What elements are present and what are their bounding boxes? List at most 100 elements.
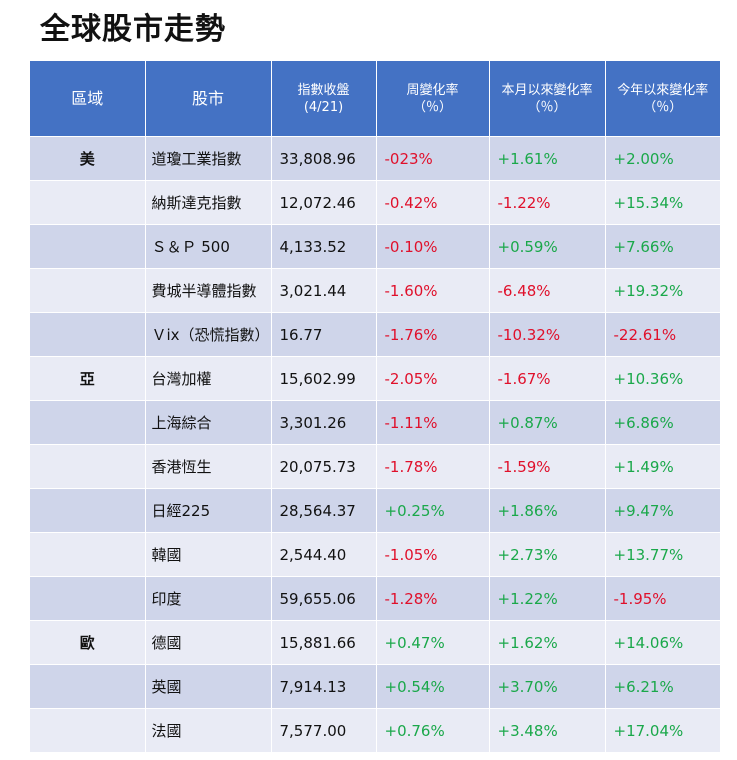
ytd-change-cell: -1.95% [605,576,720,621]
week-change-cell: +0.47% [376,620,490,665]
header-index-close: 指數收盤 (4/21) [271,61,377,137]
header-month-change: 本月以來變化率 （％） [489,61,606,137]
ytd-change-cell: +9.47% [605,488,720,533]
region-cell [30,532,146,577]
header-month-unit: （％） [527,99,567,115]
index-close-cell: 20,075.73 [271,444,377,489]
region-cell [30,312,146,357]
month-change-cell: +3.70% [489,664,606,709]
market-name-cell: 韓國 [145,532,272,577]
index-close-cell: 3,301.26 [271,400,377,445]
region-cell [30,576,146,621]
index-close-cell: 15,602.99 [271,356,377,401]
market-name-cell: 日經225 [145,488,272,533]
market-name-cell: 法國 [145,708,272,752]
header-index-label: 指數收盤 [297,82,350,98]
index-close-cell: 3,021.44 [271,268,377,313]
week-change-cell: -1.28% [376,576,490,621]
ytd-change-cell: +19.32% [605,268,720,313]
week-change-cell: -1.60% [376,268,490,313]
header-market: 股市 [145,61,272,137]
market-name-cell: 納斯達克指數 [145,180,272,225]
page-title: 全球股市走勢 [40,12,226,47]
ytd-change-cell: +17.04% [605,708,720,752]
week-change-cell: -1.11% [376,400,490,445]
region-cell [30,708,146,752]
table-row: 日經225 28,564.37 +0.25% +1.86% +9.47% [30,488,720,533]
table-row: 上海綜合 3,301.26 -1.11% +0.87% +6.86% [30,400,720,445]
ytd-change-cell: +14.06% [605,620,720,665]
index-close-cell: 12,072.46 [271,180,377,225]
header-ytd-change: 今年以來變化率 （％） [605,61,720,137]
ytd-change-cell: +10.36% [605,356,720,401]
market-name-cell: Ｓ＆Ｐ 500 [145,224,272,269]
market-name-cell: 費城半導體指數 [145,268,272,313]
week-change-cell: -1.05% [376,532,490,577]
region-cell [30,224,146,269]
month-change-cell: +2.73% [489,532,606,577]
table-row: 美道瓊工業指數 33,808.96 -023% +1.61% +2.00% [30,136,720,181]
month-change-cell: -1.67% [489,356,606,401]
month-change-cell: -1.59% [489,444,606,489]
header-ytd-label: 今年以來變化率 [617,82,709,98]
month-change-cell: +3.48% [489,708,606,752]
month-change-cell: -10.32% [489,312,606,357]
ytd-change-cell: +6.86% [605,400,720,445]
region-cell [30,444,146,489]
region-cell [30,664,146,709]
header-index-date: (4/21) [303,99,344,115]
table-row: 費城半導體指數 3,021.44 -1.60% -6.48% +19.32% [30,268,720,313]
week-change-cell: -023% [376,136,490,181]
header-month-label: 本月以來變化率 [501,82,593,98]
market-name-cell: 德國 [145,620,272,665]
week-change-cell: -0.42% [376,180,490,225]
table-row: 韓國 2,544.40 -1.05% +2.73% +13.77% [30,532,720,577]
market-name-cell: 台灣加權 [145,356,272,401]
header-week-change: 周變化率 （％） [376,61,490,137]
ytd-change-cell: +15.34% [605,180,720,225]
market-name-cell: 香港恆生 [145,444,272,489]
week-change-cell: -1.78% [376,444,490,489]
month-change-cell: +0.59% [489,224,606,269]
ytd-change-cell: +2.00% [605,136,720,181]
table-row: Ｖix（恐慌指數） 16.77 -1.76% -10.32% -22.61% [30,312,720,357]
market-name-cell: Ｖix（恐慌指數） [145,312,272,357]
table-row: Ｓ＆Ｐ 500 4,133.52 -0.10% +0.59% +7.66% [30,224,720,269]
index-close-cell: 15,881.66 [271,620,377,665]
region-cell [30,400,146,445]
market-name-cell: 道瓊工業指數 [145,136,272,181]
table-row: 法國 7,577.00 +0.76% +3.48% +17.04% [30,708,720,752]
ytd-change-cell: +13.77% [605,532,720,577]
index-close-cell: 28,564.37 [271,488,377,533]
month-change-cell: +1.61% [489,136,606,181]
month-change-cell: -1.22% [489,180,606,225]
week-change-cell: -0.10% [376,224,490,269]
index-close-cell: 59,655.06 [271,576,377,621]
market-name-cell: 印度 [145,576,272,621]
region-cell: 美 [30,136,146,181]
table-row: 亞台灣加權 15,602.99 -2.05% -1.67% +10.36% [30,356,720,401]
month-change-cell: +1.62% [489,620,606,665]
market-name-cell: 上海綜合 [145,400,272,445]
table-row: 納斯達克指數 12,072.46 -0.42% -1.22% +15.34% [30,180,720,225]
table-row: 香港恆生 20,075.73 -1.78% -1.59% +1.49% [30,444,720,489]
week-change-cell: +0.25% [376,488,490,533]
index-close-cell: 33,808.96 [271,136,377,181]
table-row: 歐德國 15,881.66 +0.47% +1.62% +14.06% [30,620,720,665]
region-cell [30,488,146,533]
stock-table: 區域 股市 指數收盤 (4/21) 周變化率 （％） 本月以來變化率 （％） 今… [30,61,720,752]
table-row: 印度 59,655.06 -1.28% +1.22% -1.95% [30,576,720,621]
header-week-unit: （％） [412,99,452,115]
ytd-change-cell: +7.66% [605,224,720,269]
region-cell [30,268,146,313]
index-close-cell: 7,914.13 [271,664,377,709]
region-cell: 亞 [30,356,146,401]
ytd-change-cell: +6.21% [605,664,720,709]
header-ytd-unit: （％） [643,99,683,115]
month-change-cell: +1.22% [489,576,606,621]
market-name-cell: 英國 [145,664,272,709]
ytd-change-cell: -22.61% [605,312,720,357]
table-row: 英國 7,914.13 +0.54% +3.70% +6.21% [30,664,720,709]
week-change-cell: -2.05% [376,356,490,401]
month-change-cell: +0.87% [489,400,606,445]
